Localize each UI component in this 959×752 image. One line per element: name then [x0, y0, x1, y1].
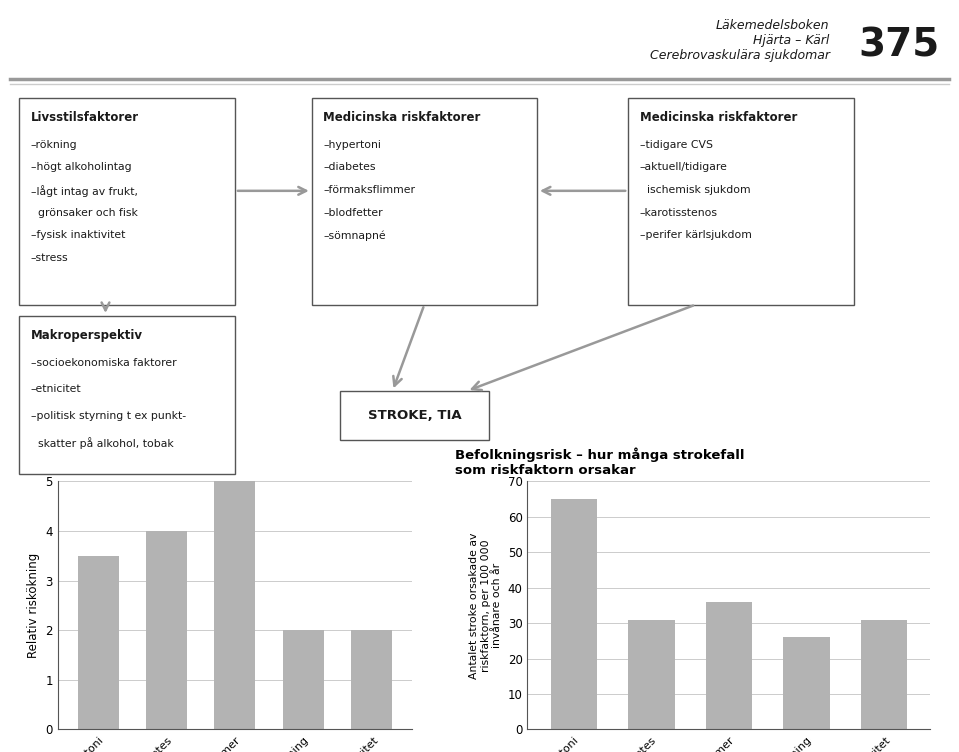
Text: –karotisstenos: –karotisstenos — [640, 208, 717, 217]
Bar — [283, 630, 324, 729]
Y-axis label: Antalet stroke orsakade av
riskfaktorn, per 100 000
invånare och år: Antalet stroke orsakade av riskfaktorn, … — [469, 532, 503, 678]
Text: –politisk styrning t ex punkt-: –politisk styrning t ex punkt- — [31, 411, 186, 420]
Text: –hypertoni: –hypertoni — [323, 140, 381, 150]
Text: skatter på alkohol, tobak: skatter på alkohol, tobak — [31, 437, 174, 449]
Text: –socioekonomiska faktorer: –socioekonomiska faktorer — [31, 358, 176, 368]
Bar — [146, 531, 187, 729]
Bar — [78, 556, 119, 729]
Bar — [860, 620, 907, 729]
Text: –sömnapné: –sömnapné — [323, 230, 386, 241]
Bar — [628, 620, 674, 729]
Bar — [706, 602, 752, 729]
Text: ischemisk sjukdom: ischemisk sjukdom — [640, 185, 750, 195]
Text: –etnicitet: –etnicitet — [31, 384, 82, 394]
Text: Befolkningsrisk – hur många strokefall
som riskfaktorn orsakar: Befolkningsrisk – hur många strokefall s… — [455, 447, 744, 478]
Text: –högt alkoholintag: –högt alkoholintag — [31, 162, 131, 172]
Y-axis label: Relativ riskökning: Relativ riskökning — [27, 553, 39, 658]
Text: –tidigare CVS: –tidigare CVS — [640, 140, 713, 150]
Text: –lågt intag av frukt,: –lågt intag av frukt, — [31, 185, 138, 197]
Text: –rökning: –rökning — [31, 140, 78, 150]
Text: –förmaksflimmer: –förmaksflimmer — [323, 185, 415, 195]
Text: Individens risk: Individens risk — [75, 464, 185, 478]
Text: –aktuell/tidigare: –aktuell/tidigare — [640, 162, 728, 172]
Bar — [351, 630, 392, 729]
Text: –stress: –stress — [31, 253, 68, 262]
Text: –fysisk inaktivitet: –fysisk inaktivitet — [31, 230, 125, 240]
Text: grönsaker och fisk: grönsaker och fisk — [31, 208, 137, 217]
Bar — [215, 481, 255, 729]
Text: Medicinska riskfaktorer: Medicinska riskfaktorer — [640, 111, 797, 124]
Text: Makroperspektiv: Makroperspektiv — [31, 329, 143, 342]
Text: Cerebrovaskulära sjukdomar: Cerebrovaskulära sjukdomar — [649, 49, 830, 62]
Bar — [784, 637, 830, 729]
Text: –blodfetter: –blodfetter — [323, 208, 383, 217]
Text: –diabetes: –diabetes — [323, 162, 376, 172]
Text: STROKE, TIA: STROKE, TIA — [368, 409, 461, 422]
Text: 375: 375 — [858, 26, 940, 65]
Text: Livsstilsfaktorer: Livsstilsfaktorer — [31, 111, 139, 124]
Text: Medicinska riskfaktorer: Medicinska riskfaktorer — [323, 111, 480, 124]
Bar — [550, 499, 597, 729]
Text: –perifer kärlsjukdom: –perifer kärlsjukdom — [640, 230, 752, 240]
Text: Läkemedelsboken: Läkemedelsboken — [716, 19, 830, 32]
Text: Hjärta – Kärl: Hjärta – Kärl — [753, 34, 830, 47]
